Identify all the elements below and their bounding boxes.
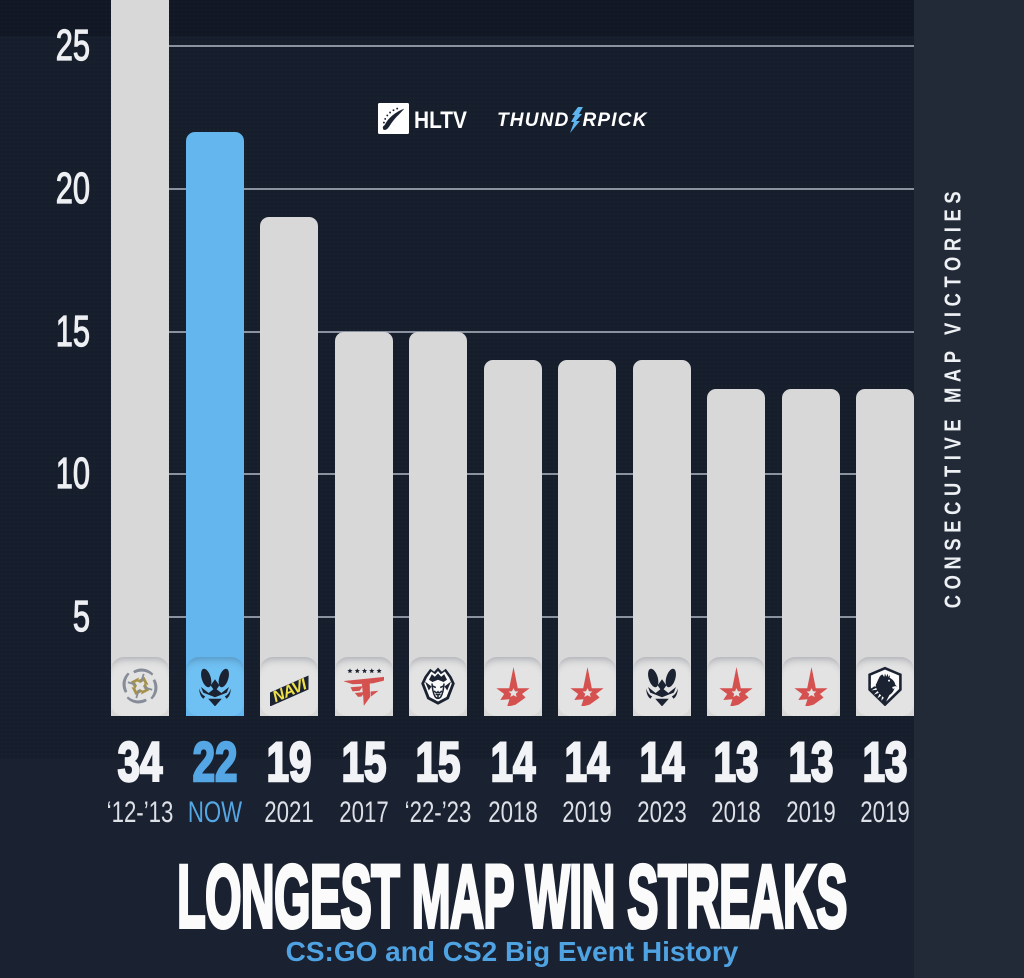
svg-text:NAVI: NAVI — [270, 676, 309, 706]
